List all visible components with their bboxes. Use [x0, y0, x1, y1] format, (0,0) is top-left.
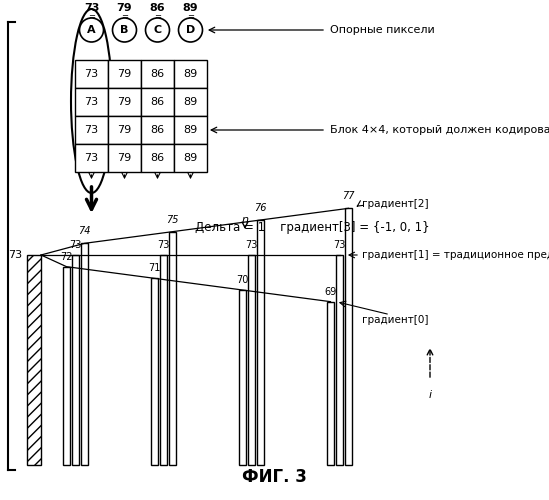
Bar — [174, 144, 207, 172]
Text: 73: 73 — [69, 240, 82, 250]
Text: 72: 72 — [60, 252, 73, 262]
Text: 75: 75 — [166, 214, 179, 224]
Text: 76: 76 — [254, 203, 267, 213]
Text: n: n — [242, 215, 249, 225]
Text: 73: 73 — [158, 240, 170, 250]
Bar — [141, 60, 174, 88]
Bar — [336, 255, 343, 465]
Text: C: C — [153, 25, 161, 35]
Text: Опорные пиксели: Опорные пиксели — [330, 25, 435, 35]
Bar — [345, 208, 352, 465]
Text: 89: 89 — [183, 97, 198, 107]
Bar — [239, 290, 246, 465]
Bar — [169, 232, 176, 465]
Text: 89: 89 — [183, 125, 198, 135]
Text: Дельта = 1    градиент[3] = {-1, 0, 1}: Дельта = 1 градиент[3] = {-1, 0, 1} — [195, 222, 430, 234]
Text: 86: 86 — [150, 153, 165, 163]
Text: 71: 71 — [148, 264, 161, 274]
Text: =: = — [121, 12, 128, 22]
Text: 73: 73 — [85, 69, 99, 79]
Bar — [327, 302, 334, 465]
Text: 73: 73 — [245, 240, 257, 250]
Bar — [75, 116, 108, 144]
Bar — [108, 116, 141, 144]
Text: 89: 89 — [183, 3, 198, 13]
Bar — [72, 255, 79, 465]
Text: 74: 74 — [79, 226, 91, 236]
Bar — [108, 88, 141, 116]
Text: 77: 77 — [342, 192, 355, 202]
Text: 73: 73 — [85, 125, 99, 135]
Text: =: = — [154, 12, 161, 22]
Bar — [75, 60, 108, 88]
Text: 73: 73 — [333, 240, 346, 250]
Text: 73: 73 — [85, 153, 99, 163]
Bar — [174, 60, 207, 88]
Text: 79: 79 — [117, 153, 132, 163]
Bar — [151, 278, 158, 465]
Text: Блок 4×4, который должен кодироваться: Блок 4×4, который должен кодироваться — [330, 125, 549, 135]
Text: градиент[2]: градиент[2] — [362, 200, 429, 209]
Text: 70: 70 — [236, 275, 249, 285]
Circle shape — [145, 18, 170, 42]
Text: 86: 86 — [150, 125, 165, 135]
Text: 73: 73 — [84, 3, 99, 13]
Bar — [141, 116, 174, 144]
Text: 86: 86 — [150, 69, 165, 79]
Text: A: A — [87, 25, 96, 35]
Text: 79: 79 — [117, 97, 132, 107]
Bar — [248, 255, 255, 465]
Bar — [81, 244, 88, 465]
Text: 86: 86 — [150, 97, 165, 107]
Text: 79: 79 — [117, 69, 132, 79]
Text: i: i — [428, 390, 432, 400]
Circle shape — [113, 18, 137, 42]
Text: градиент[1] = традиционное предсказание: градиент[1] = традиционное предсказание — [362, 250, 549, 260]
Text: =: = — [187, 12, 194, 22]
Text: ФИГ. 3: ФИГ. 3 — [242, 468, 306, 486]
Bar — [141, 88, 174, 116]
Text: 86: 86 — [150, 3, 165, 13]
Bar — [174, 88, 207, 116]
Bar — [75, 144, 108, 172]
Text: 69: 69 — [324, 286, 337, 296]
Bar — [174, 116, 207, 144]
Bar — [75, 88, 108, 116]
Bar — [108, 60, 141, 88]
Text: B: B — [120, 25, 128, 35]
Circle shape — [178, 18, 203, 42]
Text: 73: 73 — [8, 250, 22, 260]
Text: D: D — [186, 25, 195, 35]
Bar — [160, 255, 167, 465]
Text: 89: 89 — [183, 69, 198, 79]
Bar — [257, 220, 264, 465]
Bar — [141, 144, 174, 172]
Circle shape — [80, 18, 104, 42]
Text: 79: 79 — [117, 3, 132, 13]
Text: 89: 89 — [183, 153, 198, 163]
Text: =: = — [88, 12, 95, 22]
Bar — [63, 266, 70, 465]
Bar — [27, 255, 41, 465]
Text: 79: 79 — [117, 125, 132, 135]
Text: градиент[0]: градиент[0] — [362, 314, 429, 324]
Text: 73: 73 — [85, 97, 99, 107]
Bar — [108, 144, 141, 172]
